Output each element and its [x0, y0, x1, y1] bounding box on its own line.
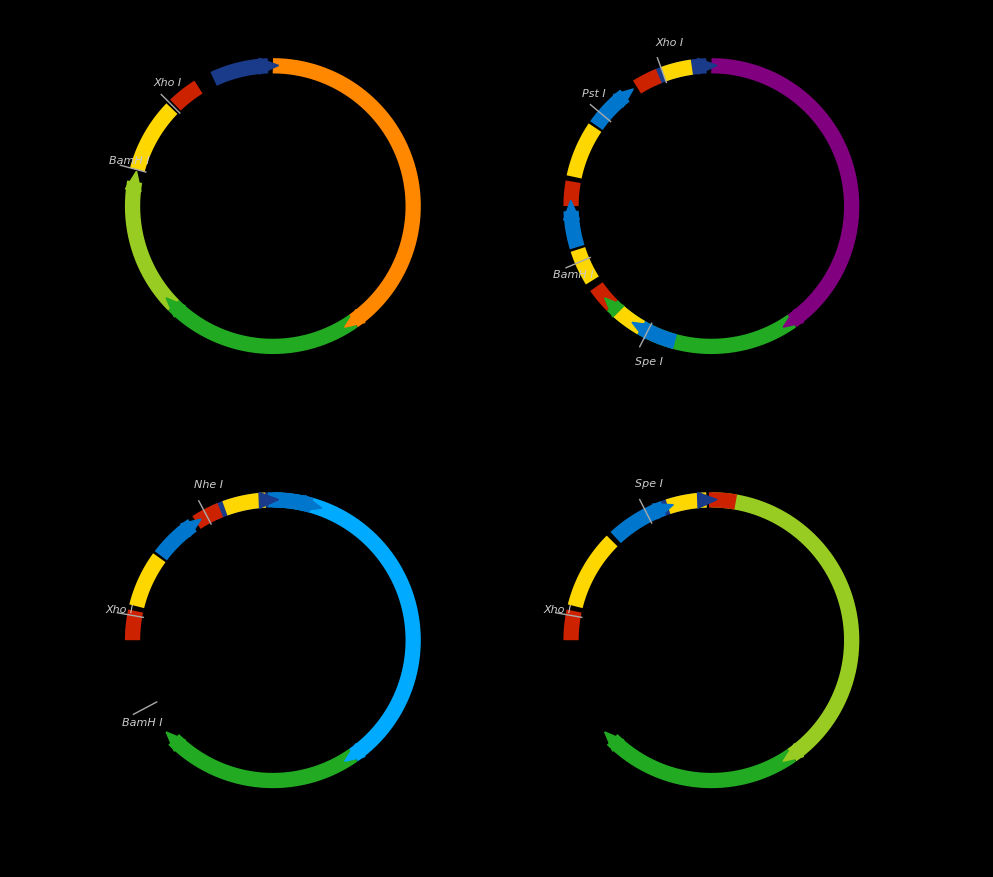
Text: BamH I: BamH I — [121, 717, 162, 728]
Polygon shape — [181, 519, 201, 537]
Text: BamH I: BamH I — [553, 269, 594, 280]
Text: Xho I: Xho I — [655, 38, 683, 48]
Text: BamH I: BamH I — [108, 156, 149, 166]
Text: Xho I: Xho I — [544, 605, 572, 615]
Polygon shape — [166, 732, 186, 751]
Text: Spe I: Spe I — [636, 479, 663, 488]
Text: Xho I: Xho I — [154, 78, 182, 89]
Polygon shape — [301, 496, 322, 510]
Text: Spe I: Spe I — [636, 358, 663, 367]
Polygon shape — [783, 310, 803, 327]
Polygon shape — [605, 298, 624, 317]
Polygon shape — [697, 492, 717, 508]
Polygon shape — [652, 504, 673, 519]
Polygon shape — [632, 323, 652, 339]
Polygon shape — [564, 200, 579, 220]
Polygon shape — [697, 58, 717, 74]
Polygon shape — [605, 732, 624, 751]
Polygon shape — [345, 310, 365, 327]
Text: Pst I: Pst I — [582, 89, 606, 99]
Polygon shape — [259, 492, 279, 508]
Polygon shape — [345, 744, 365, 761]
Polygon shape — [125, 171, 141, 192]
Polygon shape — [259, 58, 279, 74]
Text: Xho I: Xho I — [105, 605, 133, 615]
Polygon shape — [166, 298, 186, 317]
Polygon shape — [614, 89, 634, 107]
Text: Nhe I: Nhe I — [194, 481, 223, 490]
Polygon shape — [783, 744, 803, 761]
